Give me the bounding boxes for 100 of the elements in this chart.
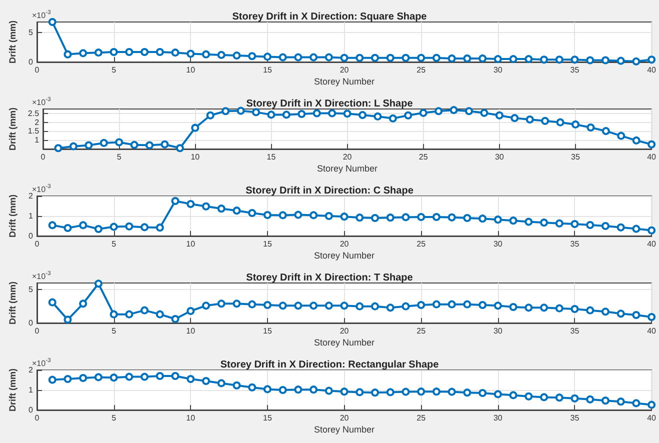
point <box>64 224 72 232</box>
point <box>310 53 318 62</box>
x-tick-label: 5 <box>112 240 117 248</box>
x-tick-label: 15 <box>263 66 272 74</box>
point <box>371 302 380 310</box>
point <box>217 379 226 388</box>
point <box>632 224 640 233</box>
y-axis-title: Drift (mm) <box>8 20 18 64</box>
y-tick-label: 1 <box>28 212 34 220</box>
x-tick-label: 25 <box>416 326 426 336</box>
point <box>186 50 195 58</box>
point <box>84 141 93 150</box>
point <box>616 223 625 232</box>
point <box>130 140 138 149</box>
point <box>324 302 333 310</box>
point <box>648 313 656 321</box>
point <box>171 48 180 57</box>
point <box>494 302 502 310</box>
point <box>586 123 595 132</box>
x-tick-label: 20 <box>340 326 350 336</box>
point <box>248 209 256 217</box>
x-tick-label: 30 <box>493 66 503 74</box>
point <box>495 111 504 120</box>
point <box>432 388 440 396</box>
point <box>248 300 256 308</box>
point <box>236 106 245 115</box>
point <box>94 280 102 288</box>
point <box>555 56 564 64</box>
chart-title: Storey Drift in X Direction: Rectangular Shape <box>220 360 440 370</box>
point <box>202 302 210 310</box>
point <box>343 110 352 118</box>
point <box>632 311 640 319</box>
point <box>601 396 610 405</box>
point <box>217 204 226 213</box>
point <box>494 216 502 224</box>
x-tick-label: 5 <box>116 152 122 162</box>
point <box>432 300 440 308</box>
point <box>356 302 364 310</box>
point <box>524 304 533 312</box>
point <box>94 373 102 382</box>
point <box>524 218 533 226</box>
point <box>478 214 487 223</box>
x-axis-title: Storey Number <box>314 76 375 86</box>
point <box>356 214 364 222</box>
point <box>176 144 184 152</box>
point <box>79 49 88 58</box>
point <box>156 372 164 380</box>
point <box>450 106 458 114</box>
point <box>465 107 473 116</box>
point <box>278 386 287 394</box>
point <box>509 216 518 225</box>
point <box>386 388 394 396</box>
x-tick-label: 40 <box>647 326 657 336</box>
point <box>79 300 88 308</box>
y-tick-label: 2 <box>28 366 34 374</box>
y-tick-label: 1 <box>34 136 40 145</box>
point <box>310 386 318 394</box>
point <box>570 220 579 228</box>
x-tick-label: 20 <box>342 152 352 162</box>
point <box>100 138 108 147</box>
x-tick-label: 10 <box>190 152 200 162</box>
y-tick-label: 5 <box>28 285 34 294</box>
point <box>388 114 397 122</box>
point <box>324 212 333 220</box>
y-tick-label: 0 <box>28 58 34 66</box>
x-tick-label: 30 <box>494 152 504 162</box>
point <box>64 375 72 383</box>
x-tick-label: 40 <box>647 240 657 248</box>
y-tick-label: 5 <box>28 28 34 38</box>
point <box>278 53 287 62</box>
point <box>267 110 276 119</box>
point <box>125 48 134 56</box>
point <box>541 116 550 125</box>
point <box>448 213 456 222</box>
point <box>294 210 302 219</box>
chart-title: Storey Drift in X Direction: L Shape <box>246 98 414 110</box>
y-tick-label: 0 <box>28 232 34 240</box>
point <box>232 300 241 308</box>
point <box>171 315 180 323</box>
point <box>402 213 410 222</box>
x-tick-label: 30 <box>493 414 503 422</box>
y-tick-label: 2 <box>34 118 40 127</box>
point <box>570 56 579 64</box>
point <box>524 55 533 64</box>
point <box>54 144 62 152</box>
point <box>404 111 412 120</box>
x-tick-label: 15 <box>266 152 276 162</box>
x-axis-title: Storey Number <box>314 424 375 434</box>
point <box>48 298 56 306</box>
point <box>632 136 640 144</box>
point <box>186 200 195 208</box>
point <box>79 221 88 230</box>
point <box>540 56 548 64</box>
x-tick-label: 25 <box>416 240 426 248</box>
point <box>570 305 579 313</box>
point <box>186 307 195 315</box>
point <box>125 222 134 230</box>
point <box>312 109 321 118</box>
point <box>140 306 149 314</box>
point <box>402 54 410 62</box>
